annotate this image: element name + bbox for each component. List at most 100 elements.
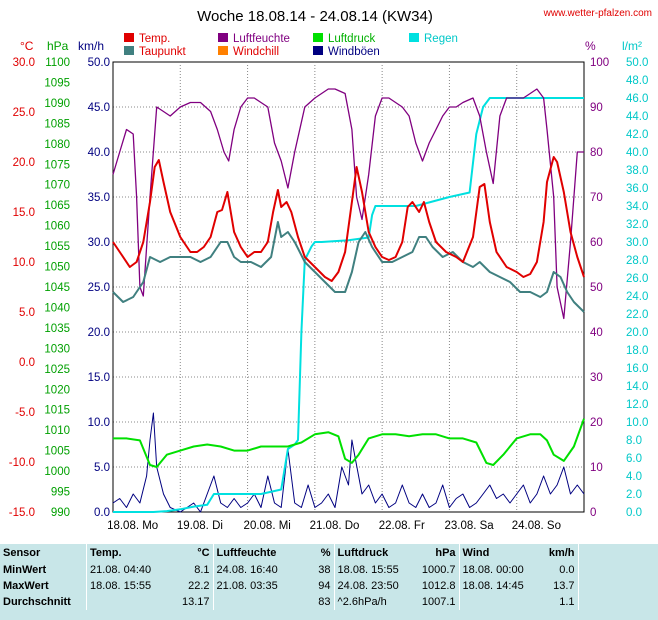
- hpa-tick-label: 1035: [44, 323, 70, 335]
- hpa-tick-label: 1055: [44, 241, 70, 253]
- stats-cell: 22.2: [188, 580, 210, 592]
- rain-tick-label: 46.0: [626, 93, 648, 105]
- series-line-luftfeuchte: [112, 88, 584, 320]
- rain-tick-label: 4.0: [626, 471, 642, 483]
- hpa-tick-label: 1040: [44, 302, 70, 314]
- hpa-tick-label: 1090: [44, 98, 70, 110]
- stats-cell: 8.1: [194, 564, 210, 576]
- stats-cell: 18.08. 00:00: [458, 562, 542, 578]
- temp-tick-label: 10.0: [13, 257, 35, 269]
- day-label: 20.08. Mi: [244, 520, 291, 532]
- axis-ticks: 30.0 25.0 20.0 15.0 10.0 5.0 0.0 -5.0 -10.0 -15.0…: [9, 57, 649, 532]
- temp-tick-label: 0.0: [19, 357, 35, 369]
- legend-swatch-humidity: [218, 33, 228, 42]
- rain-tick-label: 6.0: [626, 453, 642, 465]
- series-group: [112, 88, 585, 513]
- stats-spacer: [577, 562, 658, 578]
- legend-label-temp: Temp.: [139, 33, 170, 45]
- stats-row-label: MinWert: [3, 564, 47, 576]
- pct-tick-label: 30: [590, 372, 603, 384]
- rain-tick-label: 10.0: [626, 417, 648, 429]
- legend-swatch-dewpoint: [124, 46, 134, 55]
- stats-table: Sensor Temp. °C Luftfeuchte % Luftdruck …: [0, 544, 658, 610]
- stats-cell: 13.17: [182, 596, 210, 608]
- rain-tick-label: 22.0: [626, 309, 648, 321]
- hpa-unit-label: hPa: [47, 39, 69, 53]
- pct-tick-label: 90: [590, 102, 603, 114]
- kmh-tick-label: 20.0: [88, 327, 110, 339]
- legend-label-humidity: Luftfeuchte: [233, 33, 290, 45]
- kmh-unit-label: km/h: [78, 39, 104, 53]
- temp-tick-label: 25.0: [13, 107, 35, 119]
- hpa-tick-label: 1045: [44, 282, 70, 294]
- pct-tick-label: 70: [590, 192, 603, 204]
- stats-row-label: MaxWert: [3, 580, 49, 592]
- rain-tick-label: 34.0: [626, 201, 648, 213]
- rain-tick-label: 16.0: [626, 363, 648, 375]
- hpa-tick-label: 1070: [44, 180, 70, 192]
- rain-tick-label: 28.0: [626, 255, 648, 267]
- temp-tick-label: -15.0: [9, 507, 35, 519]
- hpa-tick-label: 1050: [44, 262, 70, 274]
- site-url[interactable]: www.wetter-pfalzen.com: [543, 8, 652, 19]
- day-label: 23.08. Sa: [444, 520, 494, 532]
- stats-panel: Sensor Temp. °C Luftfeuchte % Luftdruck …: [0, 544, 658, 620]
- series-line-regen: [113, 97, 584, 513]
- kmh-tick-label: 0.0: [94, 507, 110, 519]
- stats-header-temp: Temp.: [86, 544, 179, 562]
- hpa-tick-label: 1000: [44, 466, 70, 478]
- temp-tick-label: 20.0: [13, 157, 35, 169]
- pct-tick-label: 0: [590, 507, 596, 519]
- stats-cell: [458, 594, 542, 610]
- rain-tick-label: 44.0: [626, 111, 648, 123]
- rain-tick-label: 30.0: [626, 237, 648, 249]
- rain-tick-label: 20.0: [626, 327, 648, 339]
- legend-label-pressure: Luftdruck: [328, 33, 376, 45]
- pct-tick-label: 40: [590, 327, 603, 339]
- temp-tick-label: 30.0: [13, 57, 35, 69]
- rain-tick-label: 26.0: [626, 273, 648, 285]
- stats-header-hum: Luftfeuchte: [212, 544, 306, 562]
- rain-tick-label: 8.0: [626, 435, 642, 447]
- temp-tick-label: 15.0: [13, 207, 35, 219]
- stats-spacer: [577, 578, 658, 594]
- legend-swatch-temp: [124, 33, 134, 42]
- legend-label-rain: Regen: [424, 33, 458, 45]
- pct-tick-label: 10: [590, 462, 603, 474]
- stats-cell: 1012.8: [421, 580, 456, 592]
- stats-row-avg: Durchschnitt 13.17 83 ^2.6hPa/h 1007.1 1…: [0, 594, 658, 610]
- series-line-taupunkt: [112, 221, 585, 313]
- temp-tick-label: 5.0: [19, 307, 35, 319]
- hpa-tick-label: 1080: [44, 139, 70, 151]
- hpa-tick-label: 1100: [45, 57, 70, 69]
- rain-tick-label: 0.0: [626, 507, 642, 519]
- hpa-tick-label: 1025: [44, 364, 70, 376]
- legend-swatch-gusts: [313, 46, 323, 55]
- stats-row-label: Durchschnitt: [3, 596, 71, 608]
- kmh-tick-label: 30.0: [88, 237, 110, 249]
- stats-header-press: Luftdruck: [333, 544, 417, 562]
- rain-tick-label: 14.0: [626, 381, 648, 393]
- hpa-tick-label: 1085: [44, 118, 70, 130]
- stats-header-wind: Wind: [458, 544, 542, 562]
- stats-header-spacer: [577, 544, 658, 562]
- day-label: 22.08. Fr: [379, 520, 425, 532]
- hpa-tick-label: 1010: [44, 425, 70, 437]
- hpa-tick-label: 1030: [44, 343, 70, 355]
- rain-tick-label: 24.0: [626, 291, 648, 303]
- stats-row-min: MinWert 21.08. 04:40 8.1 24.08. 16:40 38…: [0, 562, 658, 578]
- pct-tick-label: 20: [590, 417, 603, 429]
- stats-cell: 94: [318, 580, 331, 592]
- hpa-tick-label: 1075: [44, 159, 70, 171]
- stats-cell: [212, 594, 306, 610]
- stats-spacer: [577, 594, 658, 610]
- day-label: 24.08. So: [512, 520, 561, 532]
- rain-tick-label: 12.0: [626, 399, 648, 411]
- stats-header-temp-unit: °C: [197, 547, 210, 559]
- rain-unit-label: l/m²: [622, 39, 642, 53]
- pct-unit-label: %: [585, 39, 596, 53]
- hpa-tick-label: 1095: [44, 77, 70, 89]
- rain-tick-label: 2.0: [626, 489, 642, 501]
- stats-header-row: Sensor Temp. °C Luftfeuchte % Luftdruck …: [0, 544, 658, 562]
- stats-header-wind-unit: km/h: [548, 547, 575, 559]
